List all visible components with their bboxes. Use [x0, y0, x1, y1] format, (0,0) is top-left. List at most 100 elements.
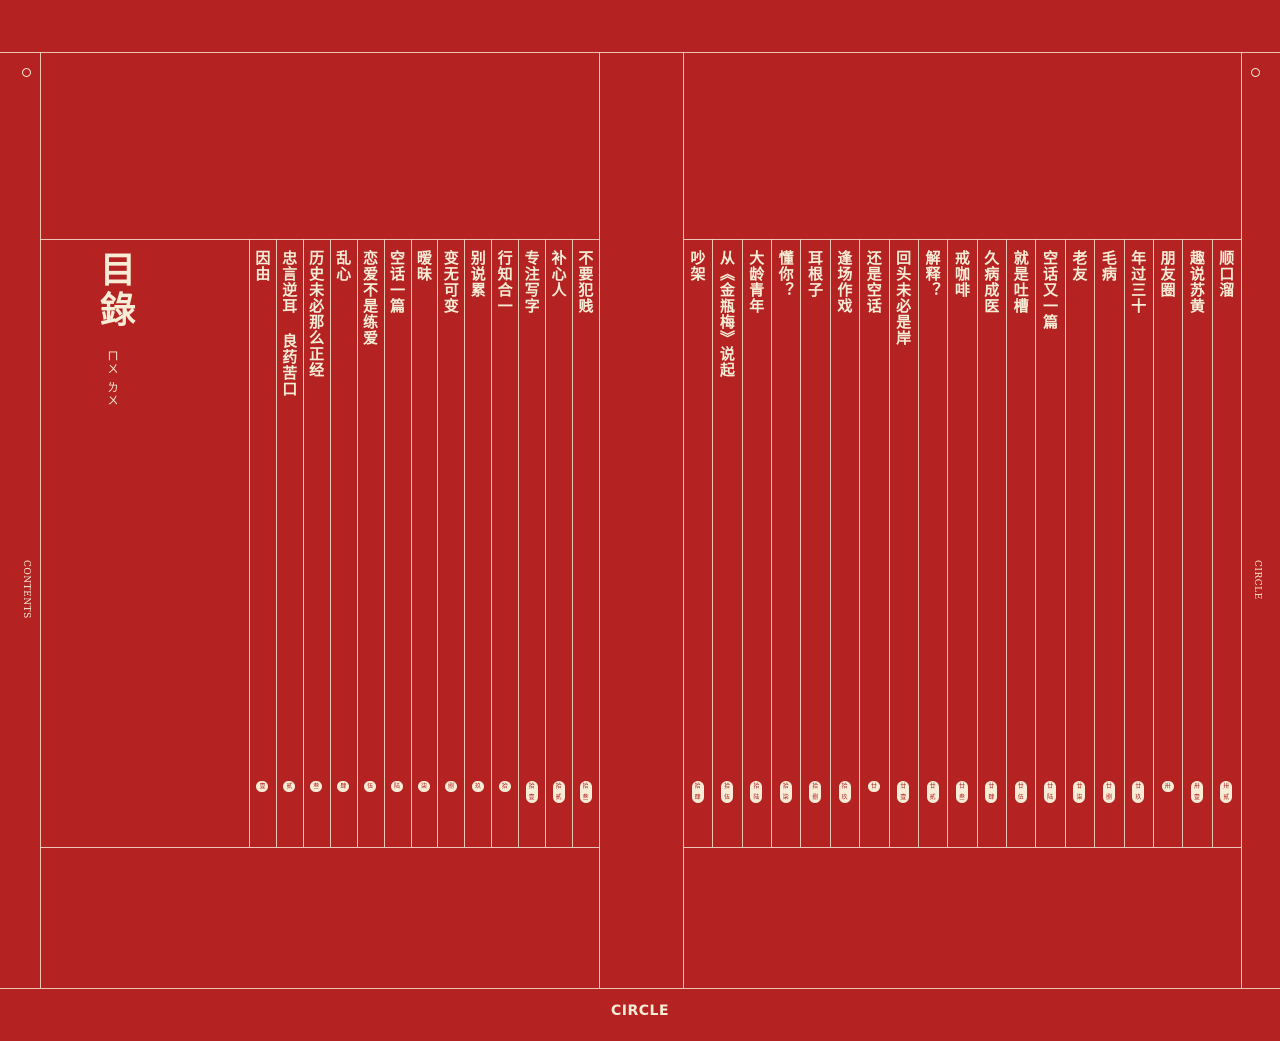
toc-entry-title[interactable]: 空话又一篇 — [1041, 250, 1060, 330]
toc-entry-number-badge: 卅 — [1161, 781, 1174, 792]
toc-entry-number-badge: 廿 — [867, 781, 880, 792]
toc-entry-number-badge: 廿肆 — [985, 781, 998, 803]
column-divider — [712, 239, 714, 847]
toc-entry-number-badge: 廿柒 — [1073, 781, 1086, 803]
toc-entry-title[interactable]: 解释？ — [923, 250, 942, 298]
column-divider — [383, 239, 385, 847]
toc-entry-title[interactable]: 年过三十 — [1129, 250, 1148, 314]
column-divider — [1035, 239, 1037, 847]
toc-entry-title[interactable]: 大龄青年 — [747, 250, 766, 314]
toc-entry-number-badge: 捌 — [444, 781, 457, 792]
toc-entry-title[interactable]: 吵架 — [688, 250, 707, 282]
toc-entry-title[interactable]: 补心人 — [549, 250, 568, 298]
toc-entry-number-badge: 卅贰 — [1220, 781, 1233, 803]
column-divider — [771, 239, 773, 847]
toc-entry-title[interactable]: 忠言逆耳 良药苦口 — [280, 250, 299, 397]
column-divider — [1123, 239, 1125, 847]
toc-entry-number-badge: 陆 — [391, 781, 404, 792]
column-divider — [976, 239, 978, 847]
toc-entry-number-badge: 拾 — [498, 781, 511, 792]
toc-entry-number-badge: 拾伍 — [721, 781, 734, 803]
column-divider — [356, 239, 358, 847]
column-divider — [1094, 239, 1096, 847]
toc-entry-title[interactable]: 从《金瓶梅》说起 — [718, 250, 737, 378]
column-divider — [545, 239, 547, 847]
column-divider — [410, 239, 412, 847]
column-divider — [888, 239, 890, 847]
binding-hole-left — [22, 68, 31, 77]
toc-entry-number-badge: 廿玖 — [1132, 781, 1145, 803]
column-divider — [464, 239, 466, 847]
toc-bottom-line-right — [683, 847, 1241, 848]
bottom-border-line — [0, 988, 1280, 989]
toc-entry-number-badge: 伍 — [364, 781, 377, 792]
toc-entry-number-badge: 廿陆 — [1044, 781, 1057, 803]
column-divider — [859, 239, 861, 847]
toc-entry-title[interactable]: 懂你？ — [776, 250, 795, 298]
top-border-line — [0, 52, 1280, 53]
column-divider — [1182, 239, 1184, 847]
toc-entry-title[interactable]: 久病成医 — [982, 250, 1001, 314]
toc-entry-title[interactable]: 不要犯贱 — [576, 250, 595, 314]
toc-entry-title[interactable]: 恋爱不是练爱 — [361, 250, 380, 346]
toc-entry-number-badge: 拾叁 — [579, 781, 592, 803]
toc-entry-number-badge: 卅壹 — [1190, 781, 1203, 803]
toc-entry-title[interactable]: 变无可变 — [441, 250, 460, 314]
column-divider — [829, 239, 831, 847]
column-divider — [1152, 239, 1154, 847]
toc-entry-title[interactable]: 专注写字 — [522, 250, 541, 314]
toc-entry-number-badge: 叁 — [310, 781, 323, 792]
spine-line-left — [599, 52, 600, 988]
toc-top-line-right — [683, 239, 1241, 240]
toc-entry-number-badge: 拾捌 — [809, 781, 822, 803]
toc-entry-title[interactable]: 耳根子 — [806, 250, 825, 298]
column-divider — [947, 239, 949, 847]
toc-entry-title[interactable]: 还是空话 — [864, 250, 883, 314]
column-divider — [1211, 239, 1213, 847]
toc-entry-number-badge: 拾壹 — [525, 781, 538, 803]
toc-entry-number-badge: 廿贰 — [926, 781, 939, 803]
column-divider — [518, 239, 520, 847]
toc-entry-number-badge: 玖 — [471, 781, 484, 792]
toc-entry-title[interactable]: 逢场作戏 — [835, 250, 854, 314]
toc-bottom-line-left — [40, 847, 599, 848]
toc-entry-number-badge: 廿叁 — [956, 781, 968, 803]
column-divider — [437, 239, 439, 847]
column-divider — [491, 239, 493, 847]
spine-line-right — [683, 52, 684, 988]
toc-entry-number-badge: 拾陆 — [750, 781, 763, 803]
column-divider — [302, 239, 304, 847]
toc-entry-title[interactable]: 空话一篇 — [388, 250, 407, 314]
toc-entry-title[interactable]: 朋友圈 — [1158, 250, 1177, 298]
toc-entry-title[interactable]: 戒咖啡 — [953, 250, 971, 298]
toc-entry-title[interactable]: 行知合一 — [495, 250, 514, 314]
toc-entry-number-badge: 贰 — [283, 781, 296, 792]
toc-entry-number-badge: 廿伍 — [1014, 781, 1027, 803]
column-divider — [741, 239, 743, 847]
toc-entry-title[interactable]: 趣说苏黄 — [1187, 250, 1206, 314]
side-label-circle: CIRCLE — [1252, 560, 1262, 600]
toc-entry-number-badge: 拾肆 — [691, 781, 704, 803]
toc-entry-number-badge: 肆 — [337, 781, 350, 792]
toc-entry-title[interactable]: 回头未必是岸 — [894, 250, 913, 346]
toc-entry-number-badge: 廿捌 — [1102, 781, 1115, 803]
column-divider — [329, 239, 331, 847]
toc-entry-number-badge: 拾贰 — [552, 781, 565, 803]
column-divider — [275, 239, 277, 847]
side-label-contents: CONTENTS — [21, 560, 31, 619]
toc-entry-number-badge: 拾柒 — [779, 781, 792, 803]
toc-entry-title[interactable]: 别说累 — [468, 250, 487, 298]
toc-entry-title[interactable]: 就是吐槽 — [1011, 250, 1030, 314]
page-title: 目錄 — [100, 249, 137, 331]
toc-entry-title[interactable]: 毛病 — [1099, 250, 1118, 282]
column-divider — [800, 239, 802, 847]
toc-entry-title[interactable]: 因由 — [253, 250, 272, 282]
toc-entry-title[interactable]: 顺口溜 — [1217, 250, 1236, 298]
toc-top-line-left — [40, 239, 599, 240]
brand-logo-text: CIRCLE — [610, 1003, 670, 1019]
toc-entry-title[interactable]: 暧昧 — [415, 250, 433, 282]
toc-entry-title[interactable]: 乱心 — [334, 250, 353, 282]
toc-entry-title[interactable]: 历史未必那么正经 — [307, 250, 326, 378]
column-divider — [1064, 239, 1066, 847]
toc-entry-title[interactable]: 老友 — [1070, 250, 1089, 282]
